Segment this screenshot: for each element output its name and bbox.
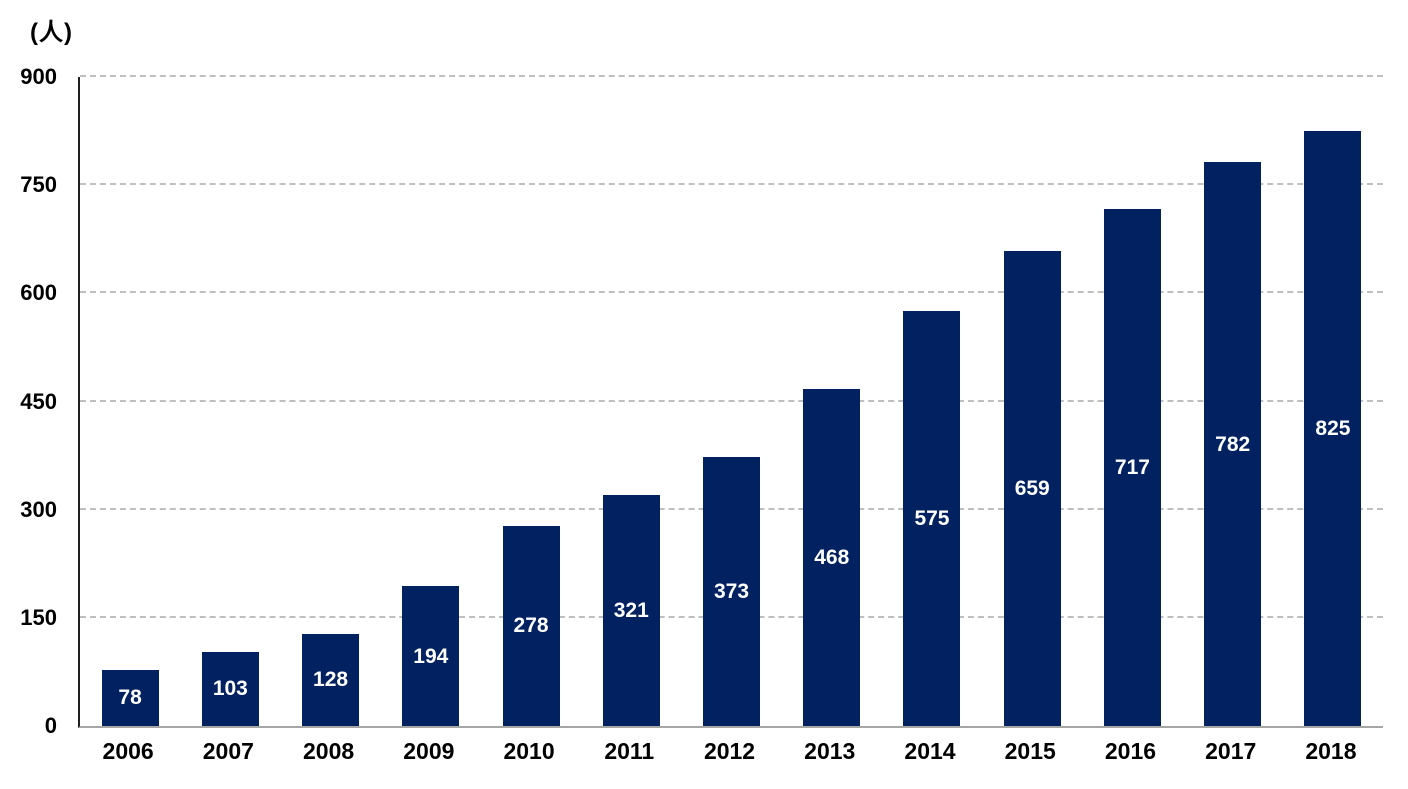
bar-slot-2008: 128 <box>280 77 380 726</box>
bar-value-label: 575 <box>914 507 950 531</box>
bar-2006: 78 <box>101 669 159 726</box>
bar-slot-2011: 321 <box>581 77 681 726</box>
bar-series: 78 103 128 194 278 321 373 468 575 659 717 782 825 <box>80 77 1383 726</box>
x-axis-label-2012: 2012 <box>703 738 756 764</box>
bar-value-label: 782 <box>1215 432 1251 456</box>
x-axis-label-2010: 2010 <box>503 738 555 764</box>
bar-2017: 782 <box>1204 162 1262 726</box>
bar-2007: 103 <box>201 651 259 726</box>
bar-value-label: 825 <box>1315 417 1351 441</box>
bar-slot-2010: 278 <box>481 77 581 726</box>
bar-slot-2017: 782 <box>1183 77 1283 726</box>
x-axis-label-2013: 2013 <box>804 738 856 764</box>
bar-slot-2012: 373 <box>681 77 781 726</box>
x-axis-label-2007: 2007 <box>202 738 254 764</box>
x-axis-label-2015: 2015 <box>1004 738 1056 764</box>
bar-value-label: 717 <box>1114 455 1150 479</box>
bar-2009: 194 <box>402 586 460 726</box>
bar-slot-2009: 194 <box>381 77 481 726</box>
x-axis-labels: 2006 2007 2008 2009 2010 2011 2012 2013 2014 2015… <box>78 738 1381 766</box>
bar-slot-2015: 659 <box>982 77 1082 726</box>
bar-slot-2016: 717 <box>1082 77 1182 726</box>
bar-value-label: 194 <box>413 644 449 668</box>
bar-2018: 825 <box>1304 131 1362 726</box>
y-tick-label: 150 <box>20 604 57 630</box>
y-tick-label: 300 <box>20 496 57 522</box>
x-axis-label-2018: 2018 <box>1305 738 1357 764</box>
bar-value-label: 128 <box>313 668 349 692</box>
bar-value-label: 78 <box>118 686 142 710</box>
bar-2012: 373 <box>703 457 761 726</box>
y-axis-unit-label: (人) <box>30 19 73 46</box>
bar-slot-2014: 575 <box>882 77 982 726</box>
gridline-600 <box>80 291 1383 294</box>
bar-2008: 128 <box>302 633 360 726</box>
plot-area: 78 103 128 194 278 321 373 468 575 659 717 782 825 <box>78 75 1383 728</box>
y-tick-label: 450 <box>20 388 57 414</box>
gridline-450 <box>80 399 1383 402</box>
bar-slot-2018: 825 <box>1283 77 1383 726</box>
y-tick-label: 0 <box>44 713 57 738</box>
gridline-900 <box>80 75 1383 77</box>
bar-value-label: 321 <box>613 598 649 622</box>
bar-slot-2006: 78 <box>80 77 180 726</box>
x-axis-label-2006: 2006 <box>102 738 154 764</box>
bar-value-label: 373 <box>713 580 750 604</box>
x-axis-label-2008: 2008 <box>303 738 355 764</box>
gridline-750 <box>80 183 1383 186</box>
y-tick-label: 600 <box>20 280 57 306</box>
bar-2013: 468 <box>803 388 861 726</box>
bar-2015: 659 <box>1003 250 1061 726</box>
bar-value-label: 103 <box>212 677 248 701</box>
bar-value-label: 659 <box>1014 476 1050 500</box>
bar-2014: 575 <box>903 311 961 726</box>
bar-slot-2013: 468 <box>782 77 882 726</box>
y-tick-label: 900 <box>20 64 57 89</box>
x-axis-label-2014: 2014 <box>904 738 956 764</box>
x-axis-label-2011: 2011 <box>604 738 655 764</box>
x-axis-label-2016: 2016 <box>1104 738 1157 764</box>
bar-2010: 278 <box>502 525 560 726</box>
y-tick-label: 750 <box>20 172 57 198</box>
bar-2011: 321 <box>602 494 660 726</box>
x-axis-label-2017: 2017 <box>1205 738 1257 764</box>
x-axis-label-2009: 2009 <box>403 738 455 764</box>
bar-value-label: 278 <box>513 614 549 638</box>
bar-2016: 717 <box>1103 208 1161 726</box>
bar-value-label: 468 <box>814 545 850 569</box>
bar-slot-2007: 103 <box>180 77 280 726</box>
